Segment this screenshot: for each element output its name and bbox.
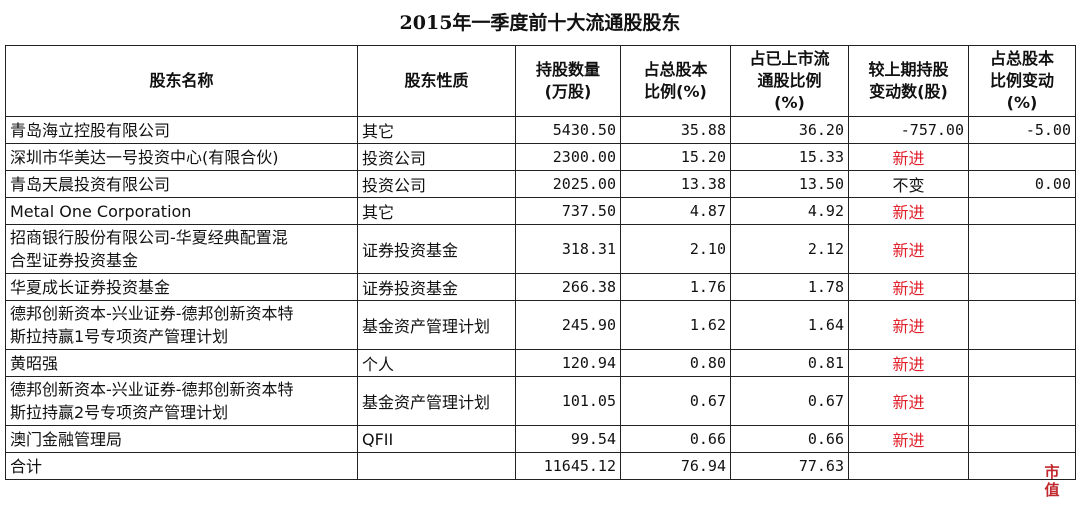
column-header: 占已上市流 通股比例 (%) (730, 45, 849, 117)
shares-cell: 737.50 (515, 197, 621, 225)
logo: 市值 (1044, 463, 1060, 499)
shares-cell: 245.90 (515, 300, 621, 350)
shareholder-name-cell: 华夏成长证券投资基金 (5, 273, 358, 301)
pct-change-cell (968, 300, 1076, 350)
pct-float-cell: 77.63 (730, 452, 849, 480)
table-title: 2015年一季度前十大流通股股东 (399, 12, 681, 34)
pct-total-cell: 15.20 (620, 143, 731, 171)
pct-change-cell (968, 425, 1076, 453)
shares-cell: 2025.00 (515, 170, 621, 198)
pct-total-cell: 13.38 (620, 170, 731, 198)
pct-change-cell (968, 376, 1076, 426)
holding-change-cell (848, 452, 969, 480)
shareholder-name-cell: 黄昭强 (5, 349, 358, 377)
pct-float-cell: 1.64 (730, 300, 849, 350)
table-row: 青岛天晨投资有限公司 投资公司 2025.00 13.38 13.50 不变 0.00 (5, 170, 1076, 198)
shares-cell: 101.05 (515, 376, 621, 426)
table-row: 黄昭强 个人 120.94 0.80 0.81 新进 (5, 349, 1076, 377)
shares-cell: 2300.00 (515, 143, 621, 171)
table-row: 深圳市华美达一号投资中心(有限合伙) 投资公司 2300.00 15.20 15.33 新… (5, 143, 1076, 171)
pct-change-cell (968, 197, 1076, 225)
shareholder-type-cell: 基金资产管理计划 (357, 376, 516, 426)
holding-change-cell: 新进 (848, 224, 969, 274)
shareholders-table: 股东名称 股东性质 持股数量 (万股) 占总股本 比例(%) 占已上市流 通股比例 (%… (5, 45, 1076, 480)
shareholder-type-cell: 其它 (357, 116, 516, 144)
pct-float-cell: 2.12 (730, 224, 849, 274)
pct-change-cell (968, 452, 1076, 480)
holding-change-cell: 新进 (848, 197, 969, 225)
column-header: 股东名称 (5, 45, 358, 117)
pct-change-cell: 0.00 (968, 170, 1076, 198)
holding-change-cell: 新进 (848, 349, 969, 377)
shares-cell: 120.94 (515, 349, 621, 377)
shareholder-name-cell: 青岛天晨投资有限公司 (5, 170, 358, 198)
pct-total-cell: 1.62 (620, 300, 731, 350)
shareholder-type-cell: 基金资产管理计划 (357, 300, 516, 350)
pct-total-cell: 4.87 (620, 197, 731, 225)
shares-cell: 5430.50 (515, 116, 621, 144)
shareholder-name-cell: 招商银行股份有限公司-华夏经典配置混 合型证券投资基金 (5, 224, 358, 274)
pct-float-cell: 36.20 (730, 116, 849, 144)
pct-change-cell (968, 349, 1076, 377)
shareholder-type-cell: 个人 (357, 349, 516, 377)
pct-float-cell: 4.92 (730, 197, 849, 225)
shareholder-name-cell: 深圳市华美达一号投资中心(有限合伙) (5, 143, 358, 171)
shareholder-name-cell: 澳门金融管理局 (5, 425, 358, 453)
table-row: 招商银行股份有限公司-华夏经典配置混 合型证券投资基金 证券投资基金 318.31 2… (5, 224, 1076, 274)
shareholder-type-cell: 证券投资基金 (357, 273, 516, 301)
shareholder-type-cell: 证券投资基金 (357, 224, 516, 274)
header-row: 股东名称 股东性质 持股数量 (万股) 占总股本 比例(%) 占已上市流 通股比例 (%… (5, 45, 1076, 117)
holding-change-cell: 新进 (848, 300, 969, 350)
pct-change-cell (968, 143, 1076, 171)
shares-cell: 99.54 (515, 425, 621, 453)
pct-change-cell (968, 224, 1076, 274)
pct-change-cell (968, 273, 1076, 301)
pct-total-cell: 0.80 (620, 349, 731, 377)
shareholder-name-cell: 合计 (5, 452, 358, 480)
shares-cell: 318.31 (515, 224, 621, 274)
pct-float-cell: 0.81 (730, 349, 849, 377)
holding-change-cell: 新进 (848, 376, 969, 426)
table-row: 澳门金融管理局 QFII 99.54 0.66 0.66 新进 (5, 425, 1076, 453)
shares-cell: 11645.12 (515, 452, 621, 480)
shareholder-type-cell: 投资公司 (357, 143, 516, 171)
pct-total-cell: 0.67 (620, 376, 731, 426)
pct-float-cell: 1.78 (730, 273, 849, 301)
pct-float-cell: 13.50 (730, 170, 849, 198)
holding-change-cell: 新进 (848, 425, 969, 453)
shareholder-name-cell: 德邦创新资本-兴业证券-德邦创新资本特 斯拉持赢2号专项资产管理计划 (5, 376, 358, 426)
table-row: 德邦创新资本-兴业证券-德邦创新资本特 斯拉持赢2号专项资产管理计划 基金资产管理… (5, 376, 1076, 426)
shares-cell: 266.38 (515, 273, 621, 301)
shareholder-type-cell: 其它 (357, 197, 516, 225)
table-row: 华夏成长证券投资基金 证券投资基金 266.38 1.76 1.78 新进 (5, 273, 1076, 301)
shareholder-type-cell (357, 452, 516, 480)
shareholder-name-cell: 青岛海立控股有限公司 (5, 116, 358, 144)
table-row: 合计 11645.12 76.94 77.63 (5, 452, 1076, 480)
pct-total-cell: 1.76 (620, 273, 731, 301)
pct-float-cell: 15.33 (730, 143, 849, 171)
pct-float-cell: 0.67 (730, 376, 849, 426)
holding-change-cell: 新进 (848, 143, 969, 171)
table-row: 青岛海立控股有限公司 其它 5430.50 35.88 36.20 -757.00 -5.0… (5, 116, 1076, 144)
shareholder-name-cell: Metal One Corporation (5, 197, 358, 225)
column-header: 占总股本 比例变动 (%) (968, 45, 1076, 117)
shareholder-type-cell: 投资公司 (357, 170, 516, 198)
pct-float-cell: 0.66 (730, 425, 849, 453)
column-header: 较上期持股 变动数(股) (848, 45, 969, 117)
column-header: 股东性质 (357, 45, 516, 117)
column-header: 占总股本 比例(%) (620, 45, 731, 117)
holding-change-cell: 新进 (848, 273, 969, 301)
shareholder-name-cell: 德邦创新资本-兴业证券-德邦创新资本特 斯拉持赢1号专项资产管理计划 (5, 300, 358, 350)
pct-total-cell: 35.88 (620, 116, 731, 144)
pct-total-cell: 76.94 (620, 452, 731, 480)
pct-change-cell: -5.00 (968, 116, 1076, 144)
shareholder-type-cell: QFII (357, 425, 516, 453)
holding-change-cell: 不变 (848, 170, 969, 198)
table-row: Metal One Corporation 其它 737.50 4.87 4.92 新进 (5, 197, 1076, 225)
table-row: 德邦创新资本-兴业证券-德邦创新资本特 斯拉持赢1号专项资产管理计划 基金资产管理… (5, 300, 1076, 350)
pct-total-cell: 0.66 (620, 425, 731, 453)
holding-change-cell: -757.00 (848, 116, 969, 144)
pct-total-cell: 2.10 (620, 224, 731, 274)
column-header: 持股数量 (万股) (515, 45, 621, 117)
